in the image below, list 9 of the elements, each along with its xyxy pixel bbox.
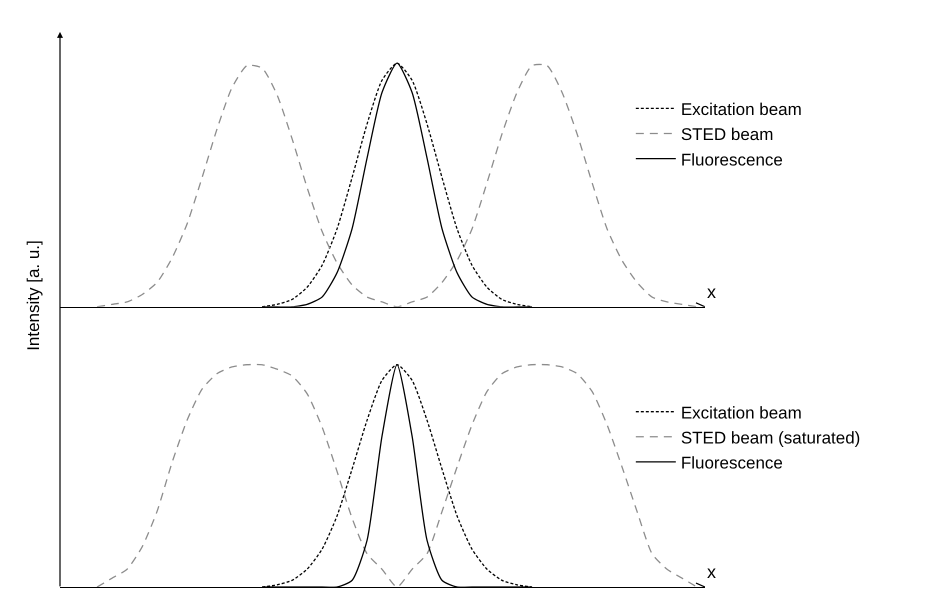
legend-label: Fluorescence (680, 454, 783, 472)
legend-label: STED beam (saturated) (680, 428, 860, 448)
x-axis-title: x (707, 562, 716, 582)
legend-label: Excitation beam (680, 403, 802, 422)
legend-label: STED beam (680, 125, 774, 144)
legend-label: Excitation beam (680, 100, 802, 120)
y-axis-title: Intensity [a. u.] (24, 240, 43, 351)
x-axis-title: x (707, 282, 716, 302)
legend-label: Fluorescence (680, 150, 783, 170)
